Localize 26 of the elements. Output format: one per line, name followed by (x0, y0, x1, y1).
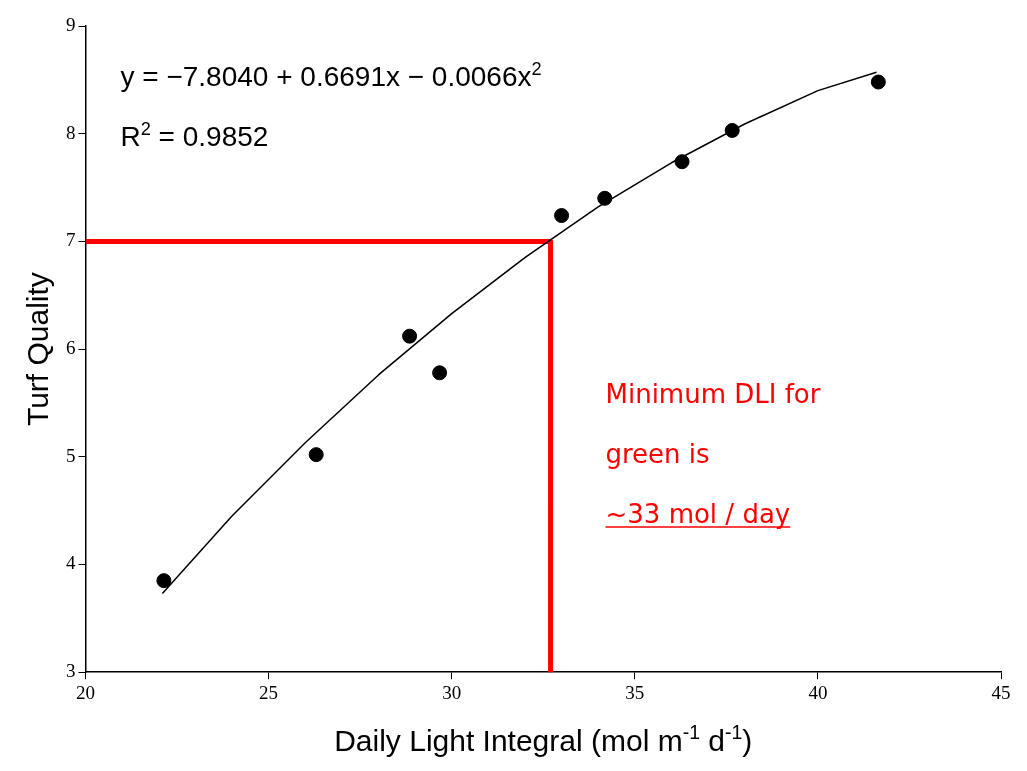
x-tick-label: 25 (259, 681, 279, 703)
y-axis-title: Turf Quality (21, 272, 54, 427)
point (554, 208, 570, 224)
x-tick-label: 35 (625, 681, 645, 703)
x-tick-label: 45 (991, 681, 1011, 703)
x-tick-label: 40 (808, 681, 828, 703)
point (597, 190, 613, 206)
point (308, 447, 324, 463)
annotation: ~33 mol / day (605, 499, 791, 529)
annotation: green is (605, 439, 710, 469)
point (674, 154, 690, 170)
y-tick-label: 4 (66, 552, 76, 574)
y-tick-label: 7 (66, 229, 76, 251)
point (432, 365, 448, 381)
x-tick-label: 30 (442, 681, 462, 703)
x-tick-label: 20 (76, 681, 95, 703)
y-tick-label: 9 (66, 13, 76, 35)
y-tick-label: 8 (66, 121, 76, 143)
point (870, 74, 886, 90)
point (402, 328, 418, 344)
point (724, 122, 740, 138)
y-tick-label: 3 (66, 660, 76, 682)
y-tick-label: 6 (66, 337, 76, 359)
point (156, 573, 172, 589)
y-tick-label: 5 (66, 444, 76, 466)
annotation: Minimum DLI for (605, 379, 821, 409)
